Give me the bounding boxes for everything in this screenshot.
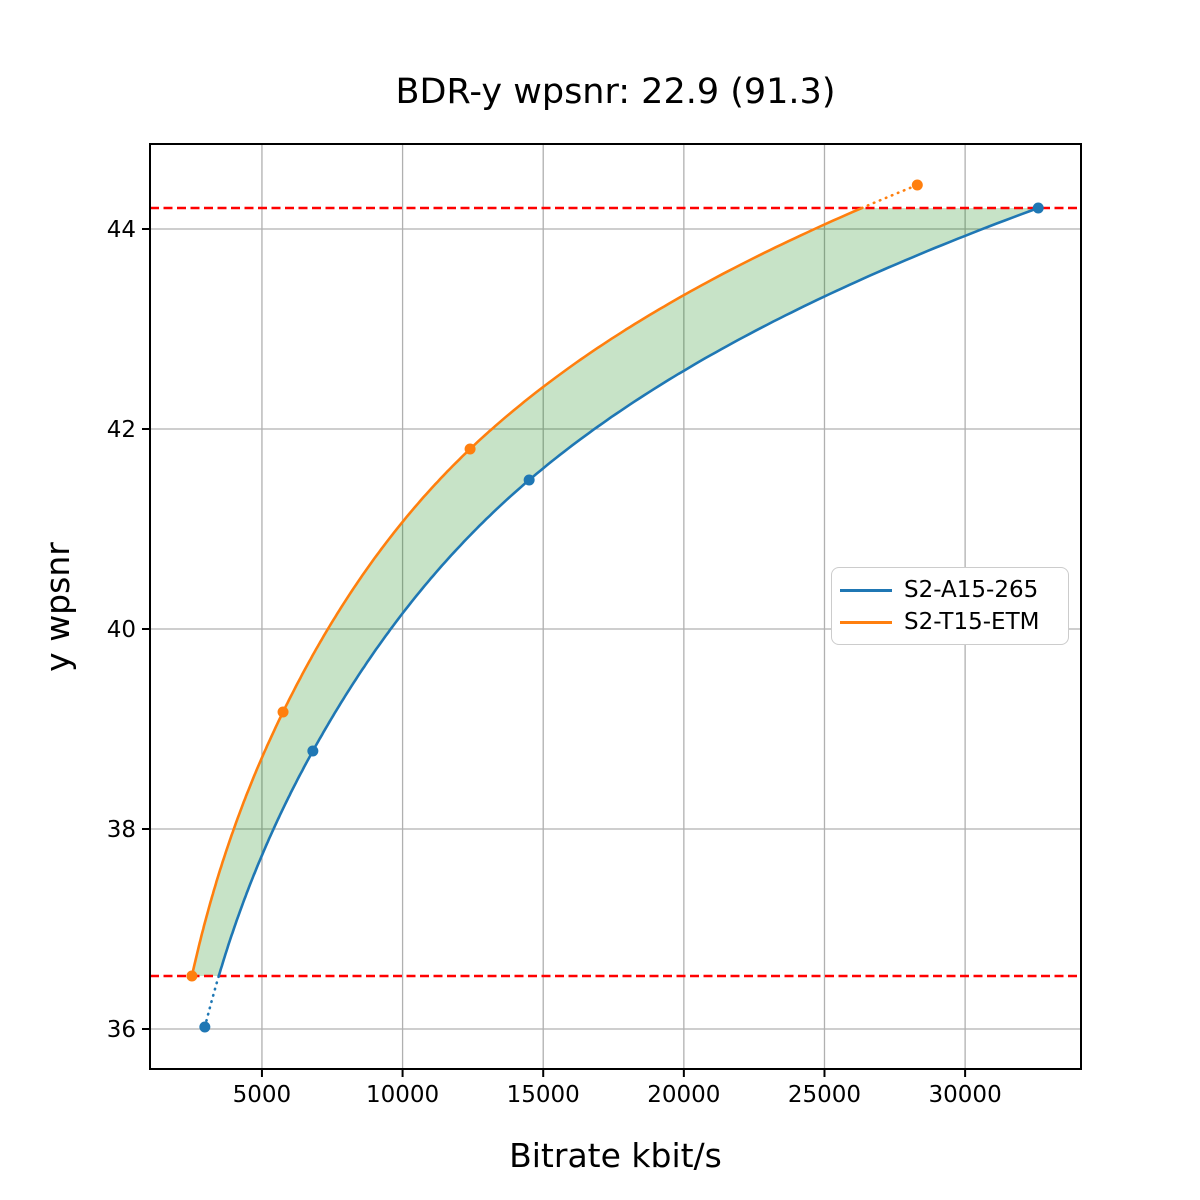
data-point-marker (464, 443, 476, 455)
y-axis-label: y wpsnr (38, 542, 77, 672)
y-tick-label: 38 (107, 817, 136, 843)
y-tick-label: 40 (107, 617, 136, 643)
data-point-marker (199, 1021, 211, 1033)
legend-item: S2-T15-ETM (840, 608, 1068, 635)
legend-label: S2-A15-265 (904, 576, 1039, 603)
chart-title: BDR-y wpsnr: 22.9 (91.3) (395, 72, 836, 112)
legend-label: S2-T15-ETM (904, 608, 1040, 635)
data-point-marker (911, 179, 923, 191)
x-tick-label: 15000 (507, 1082, 580, 1108)
data-point-marker (523, 474, 535, 486)
y-tick-label: 36 (107, 1017, 136, 1043)
x-axis-label: Bitrate kbit/s (509, 1136, 722, 1175)
y-tick-label: 42 (107, 417, 136, 443)
x-tick-label: 20000 (647, 1082, 720, 1108)
legend-line-sample (840, 588, 892, 592)
curve-dotted-S2-A15-265 (203, 974, 221, 1029)
data-point-marker (277, 706, 289, 718)
curve-S2-T15-ETM (190, 206, 863, 977)
x-tick-label: 25000 (788, 1082, 861, 1108)
x-tick-label: 30000 (929, 1082, 1002, 1108)
bd-fill-region (191, 208, 1039, 976)
legend-line-sample (840, 620, 892, 624)
x-tick-label: 5000 (233, 1082, 292, 1108)
curve-dotted-S2-T15-ETM (860, 183, 919, 210)
legend-item: S2-A15-265 (840, 576, 1068, 603)
data-point-marker (307, 745, 319, 757)
data-point-marker (1032, 202, 1044, 214)
x-tick-label: 10000 (366, 1082, 439, 1108)
curve-S2-A15-265 (217, 206, 1039, 977)
axes-spines (149, 143, 1082, 1070)
legend: S2-A15-265 S2-T15-ETM (831, 567, 1069, 645)
data-point-marker (186, 970, 198, 982)
y-tick-label: 44 (107, 217, 136, 243)
